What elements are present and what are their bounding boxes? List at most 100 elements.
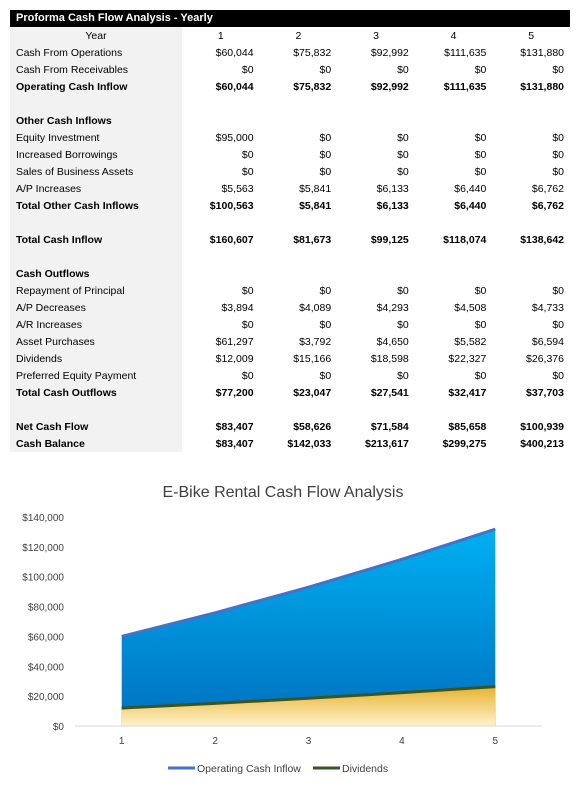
y-tick-label: $120,000	[22, 543, 64, 554]
row-value	[415, 112, 493, 129]
row-value: $0	[397, 63, 409, 76]
row-value: $85,658	[448, 420, 487, 433]
row-label	[10, 248, 182, 265]
row-value: $0	[319, 369, 332, 382]
table-row: Cash From Operations $60,044 $75,832 $92,99…	[10, 44, 570, 61]
row-label: Equity Investment	[10, 129, 182, 146]
row-value: $4,733	[531, 301, 564, 314]
row-value: $4,293	[376, 301, 409, 314]
row-label: Preferred Equity Payment	[10, 367, 182, 384]
row-value: $95,000	[215, 131, 254, 144]
row-value: $100,939	[520, 420, 564, 433]
table-row: Increased Borrowings $0 $0 $0 $0 $0	[10, 146, 570, 163]
row-value: $6,762	[531, 199, 564, 212]
cash-flow-chart: E-Bike Rental Cash Flow Analysis $0 $20,0…	[0, 470, 581, 789]
table-row: Cash From Receivables $0 $0 $0 $0 $0	[10, 61, 570, 78]
row-value: $0	[397, 131, 409, 144]
row-value	[182, 214, 260, 231]
row-value	[182, 112, 260, 129]
row-value	[260, 401, 338, 418]
row-value: $0	[319, 165, 332, 178]
row-label: Sales of Business Assets	[10, 163, 182, 180]
row-value: $0	[552, 148, 564, 161]
table-row: A/P Increases $5,563 $5,841 $6,133 $6,440 $6,…	[10, 180, 570, 197]
row-value: $60,044	[215, 80, 254, 93]
table-row: Preferred Equity Payment $0 $0 $0 $0 $0	[10, 367, 570, 384]
row-value: $0	[397, 284, 409, 297]
row-value	[337, 95, 415, 112]
table-row: Sales of Business Assets $0 $0 $0 $0 $0	[10, 163, 570, 180]
row-value: $0	[474, 318, 487, 331]
row-value	[415, 248, 493, 265]
row-label: Total Cash Inflow	[10, 231, 182, 248]
table-row: Total Other Cash Inflows $100,563 $5,841 $6…	[10, 197, 570, 214]
x-tick-label: 1	[119, 736, 125, 747]
table-row: Operating Cash Inflow $60,044 $75,832 $92,9…	[10, 78, 570, 95]
row-value	[415, 401, 493, 418]
row-value	[337, 214, 415, 231]
table-row: Repayment of Principal $0 $0 $0 $0 $0	[10, 282, 570, 299]
row-value	[260, 95, 338, 112]
x-tick-label: 2	[212, 736, 218, 747]
row-value: $0	[474, 369, 487, 382]
row-value: $0	[474, 284, 487, 297]
row-label: Repayment of Principal	[10, 282, 182, 299]
row-label: Total Cash Outflows	[10, 384, 182, 401]
row-value: $71,584	[370, 420, 409, 433]
row-value: $92,992	[370, 80, 409, 93]
row-value: $131,880	[520, 46, 564, 59]
row-value: $0	[241, 318, 254, 331]
table-title: Proforma Cash Flow Analysis - Yearly	[10, 10, 570, 27]
row-value: $0	[552, 131, 564, 144]
row-label	[10, 214, 182, 231]
row-value	[492, 401, 570, 418]
row-value: $6,440	[454, 182, 487, 195]
table-row: Total Cash Inflow $160,607 $81,673 $99,125 $…	[10, 231, 570, 248]
table-row: Equity Investment $95,000 $0 $0 $0 $0	[10, 129, 570, 146]
y-tick-label: $80,000	[28, 603, 65, 614]
row-value	[337, 401, 415, 418]
row-value: $0	[319, 131, 332, 144]
row-value: $5,841	[299, 182, 332, 195]
row-value: $0	[397, 318, 409, 331]
table-row: Dividends $12,009 $15,166 $18,598 $22,327 $26…	[10, 350, 570, 367]
row-value: $0	[241, 63, 254, 76]
row-value: $118,074	[443, 233, 487, 246]
table-spacer-row	[10, 95, 570, 112]
row-value: $92,992	[370, 46, 409, 59]
row-value: $100,563	[209, 199, 254, 212]
row-value: $0	[552, 318, 564, 331]
x-tick-label: 5	[493, 736, 499, 747]
table-row: Total Cash Outflows $77,200 $23,047 $27,541…	[10, 384, 570, 401]
cash-flow-table: Proforma Cash Flow Analysis - Yearly Yea…	[10, 10, 570, 452]
row-label	[10, 401, 182, 418]
header-year-2: 2	[295, 29, 302, 42]
y-tick-label: $20,000	[28, 692, 65, 703]
table-spacer-row	[10, 401, 570, 418]
table-row: Cash Balance $83,407 $142,033 $213,617 $299,…	[10, 435, 570, 452]
row-value: $61,297	[215, 335, 254, 348]
row-value: $6,133	[376, 182, 409, 195]
row-value: $6,133	[376, 199, 409, 212]
table-row: Net Cash Flow $83,407 $58,626 $71,584 $85,65…	[10, 418, 570, 435]
row-label: Cash From Receivables	[10, 61, 182, 78]
row-value: $0	[319, 284, 332, 297]
row-value	[260, 265, 338, 282]
row-label: Cash Balance	[10, 435, 182, 452]
y-tick-label: $100,000	[22, 573, 64, 584]
row-label: Operating Cash Inflow	[10, 78, 182, 95]
row-label	[10, 95, 182, 112]
row-value: $75,832	[293, 46, 332, 59]
row-value: $83,407	[215, 420, 254, 433]
row-value	[492, 112, 570, 129]
table-spacer-row	[10, 214, 570, 231]
row-value: $6,762	[531, 182, 564, 195]
row-value: $160,607	[209, 233, 254, 246]
row-value: $0	[552, 165, 564, 178]
row-value: $0	[319, 63, 332, 76]
row-value	[492, 248, 570, 265]
table-row: Cash Outflows	[10, 265, 570, 282]
row-value: $0	[397, 148, 409, 161]
row-value: $0	[241, 148, 254, 161]
row-value: $0	[241, 369, 254, 382]
